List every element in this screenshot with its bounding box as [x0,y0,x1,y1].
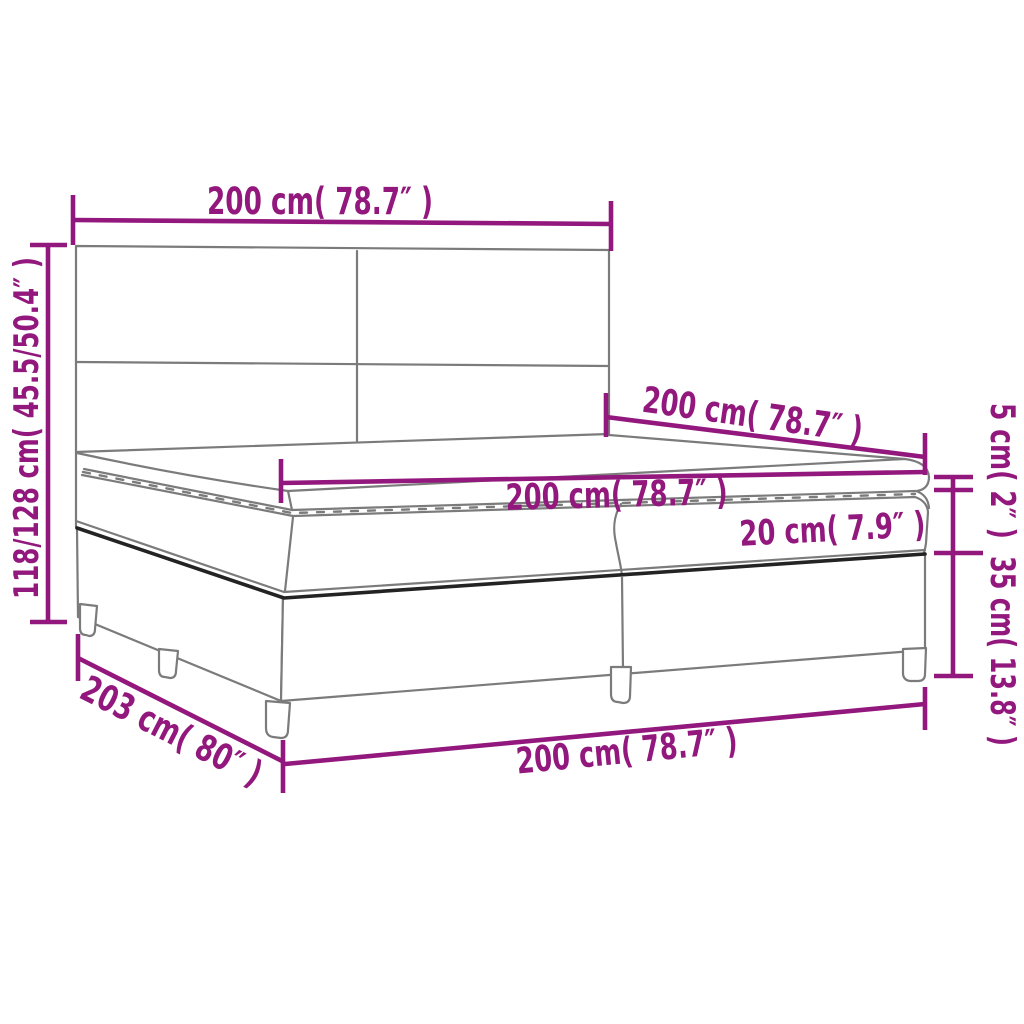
dim-base-width [284,687,928,767]
topper-corner-edge [286,489,294,512]
topper-top-left-edge [75,451,290,493]
label-bed-length: 203 cm( 80″ ) [74,669,269,795]
label-topper-height: 5 cm( 2″ ) [982,403,1022,539]
topper-stitching [81,470,917,515]
leg-mid-left [157,647,180,680]
leg-front-right [901,646,928,683]
label-headboard-width: 200 cm( 78.7″ ) [207,180,433,223]
base-center-seam [620,575,625,672]
mattress-topper [75,433,931,557]
topper-seam-lower [80,473,930,557]
topper-front-top-edge [286,457,907,493]
bed-legs [78,602,928,740]
base-top-edge [75,526,927,600]
bed-base [75,526,927,703]
dim-total-height [30,242,67,625]
label-base-height: 35 cm( 13.8″ ) [982,556,1022,746]
dim-bed-length [75,634,286,793]
headboard-middle-seam [74,360,611,368]
dim-mattress-length [603,393,928,475]
dimension-lines [30,195,983,793]
leg-front-left [264,699,292,740]
mattress-bottom-edge [74,519,927,594]
topper-right-edge [607,433,931,493]
leg-front-middle [609,665,633,705]
headboard-outline [74,244,611,454]
label-mattress-height: 20 cm( 7.9″ ) [739,505,927,555]
label-mattress-top-width: 200 cm( 78.7″ ) [505,472,728,519]
topper-seam-upper [82,467,931,512]
mattress-corner-edge [283,515,295,593]
dim-headboard-width [70,195,614,251]
mattress [74,502,927,594]
mattress-center-seam [613,502,624,578]
dim-mattress-top-width [278,459,926,503]
bed-illustration [74,244,931,740]
leg-back-left [78,602,99,638]
dim-right-heights [934,474,983,679]
label-total-height: 118/128 cm( 45.5/50.4″ ) [7,257,47,599]
